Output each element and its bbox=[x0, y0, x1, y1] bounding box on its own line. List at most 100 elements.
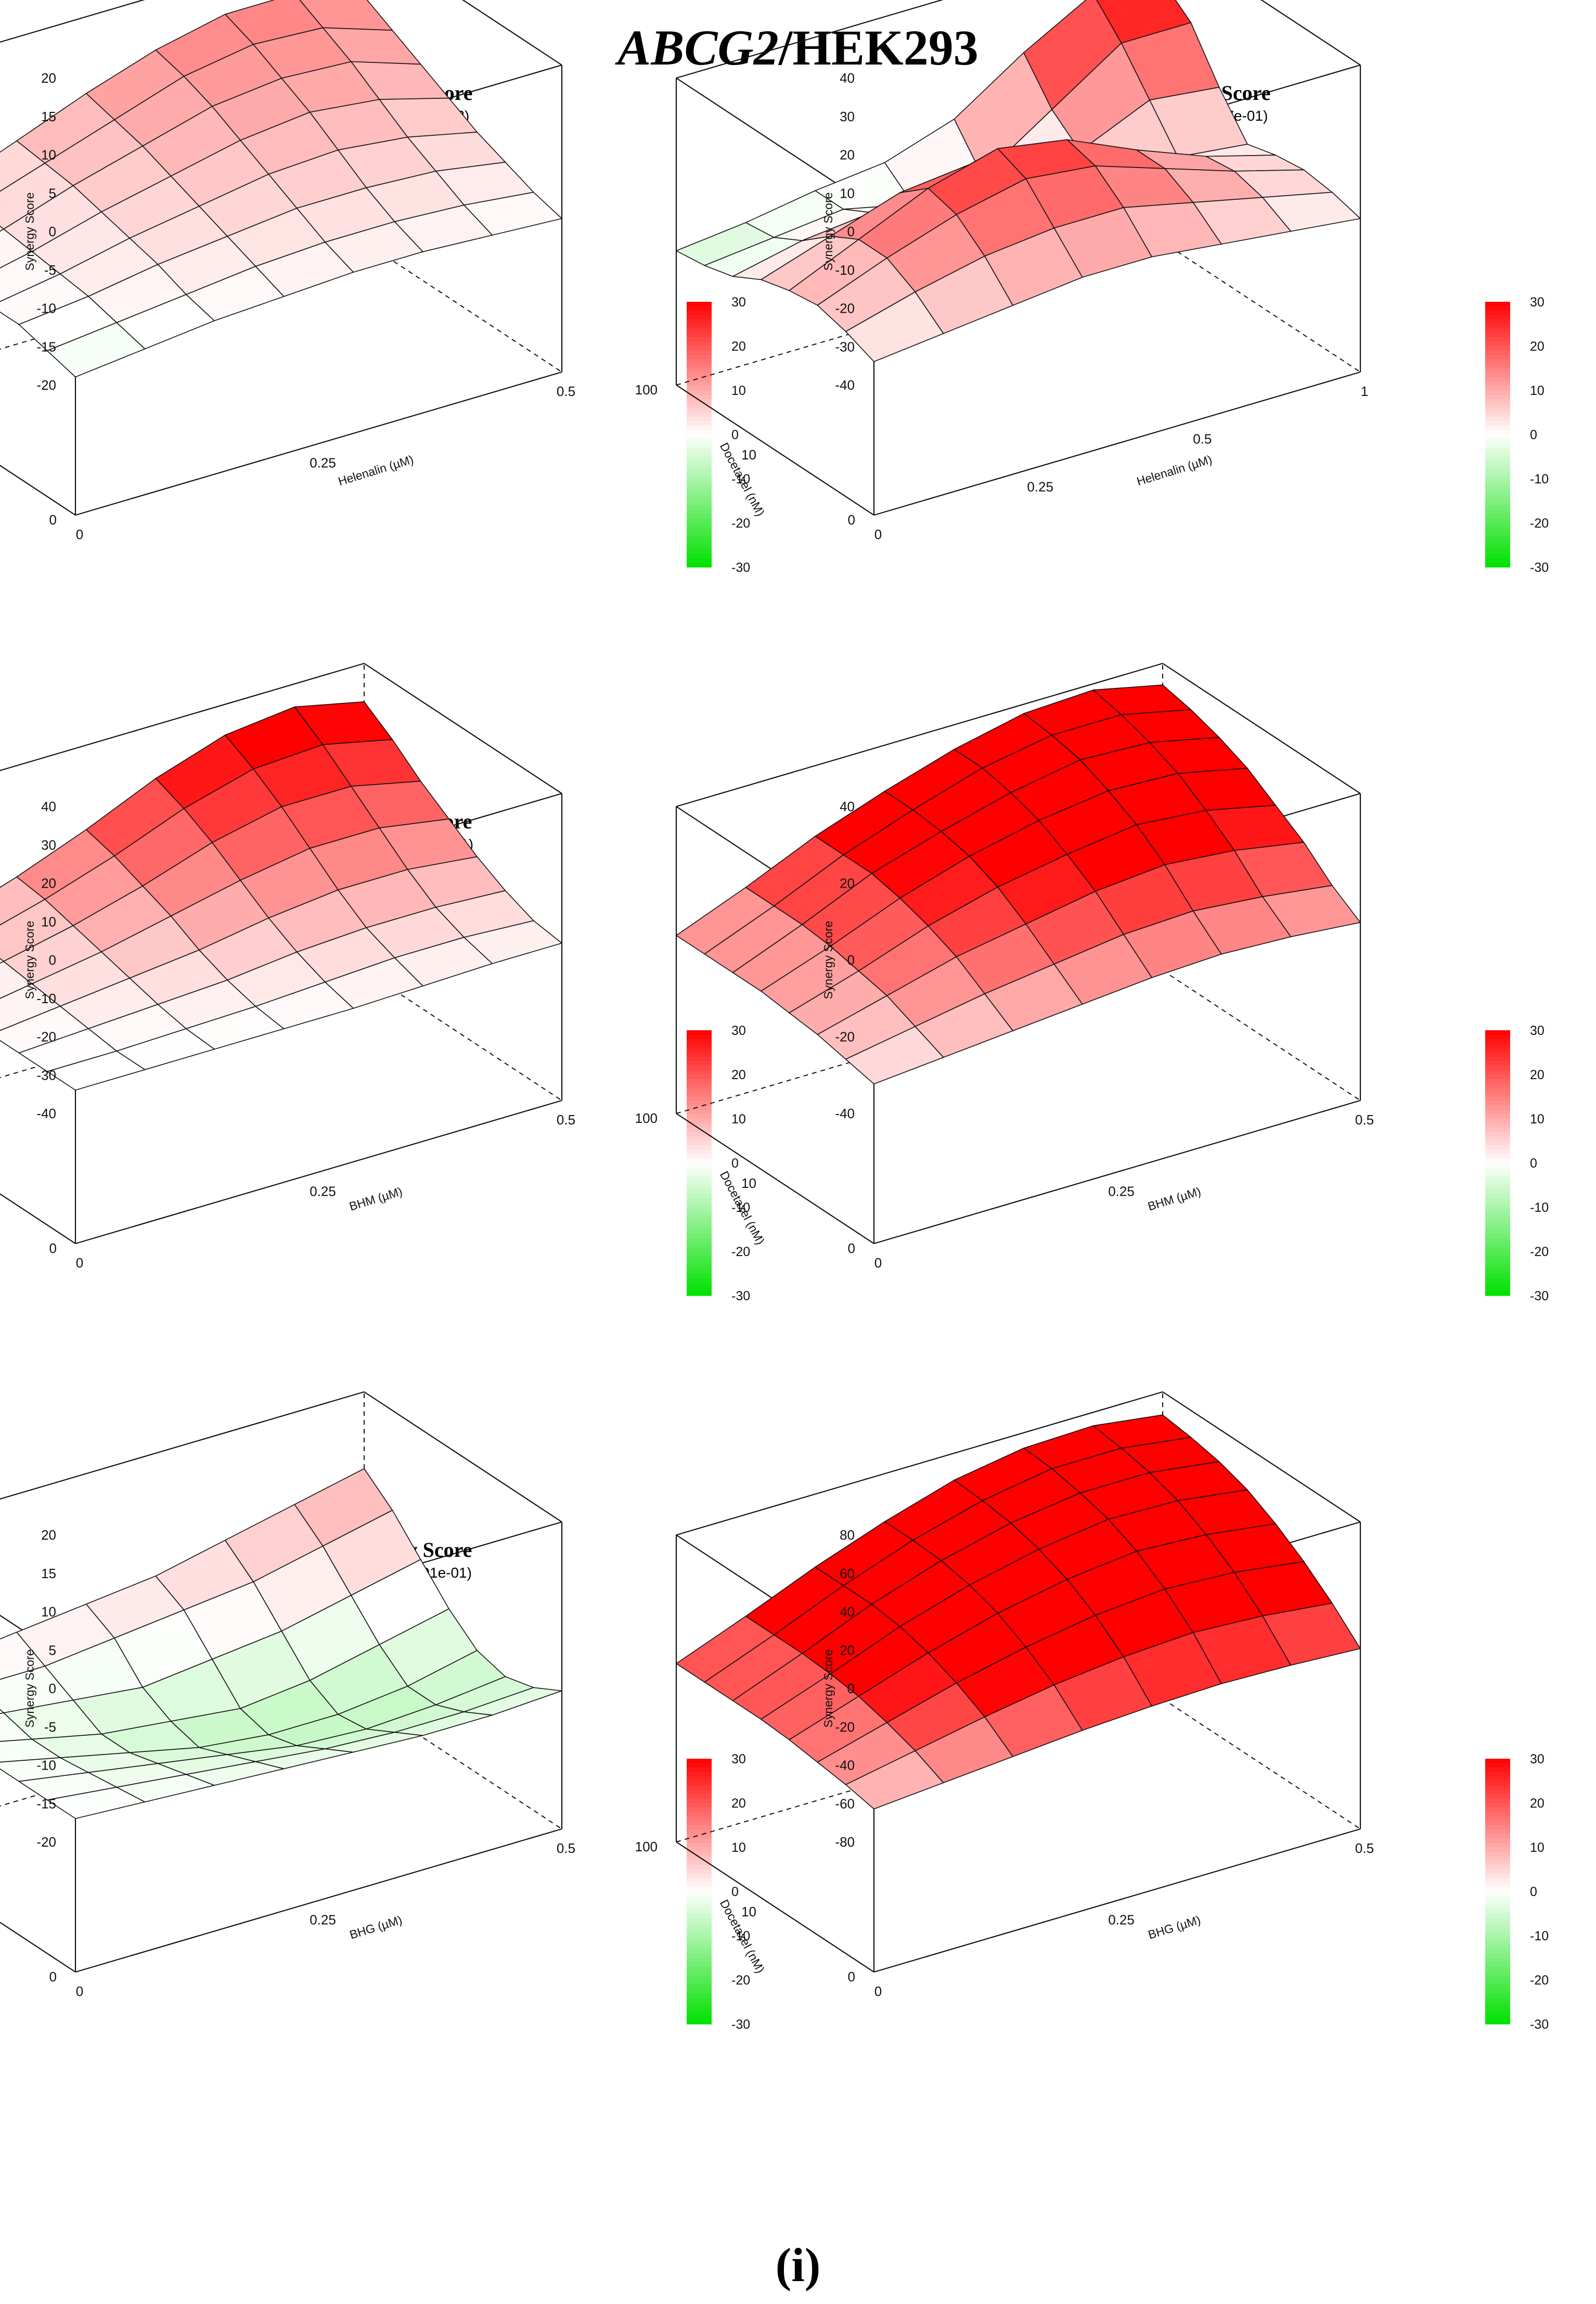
legend-swatch bbox=[1485, 403, 1510, 408]
box-edge bbox=[0, 1193, 76, 1244]
legend-tick-label: 30 bbox=[1530, 1752, 1544, 1767]
legend-swatch bbox=[1485, 1918, 1510, 1923]
legend-swatch bbox=[1485, 434, 1510, 440]
legend-swatch bbox=[687, 399, 712, 404]
legend-swatch bbox=[1485, 1070, 1510, 1075]
legend-swatch bbox=[1485, 390, 1510, 395]
legend-swatch bbox=[1485, 386, 1510, 391]
synergy-surface bbox=[676, 0, 1361, 362]
z-axis-label: Synergy Score bbox=[821, 921, 835, 1000]
legend-swatch bbox=[1485, 1896, 1510, 1901]
legend-swatch bbox=[687, 1247, 712, 1252]
legend-swatch bbox=[687, 1957, 712, 1963]
surface-cell-r0-c6 bbox=[1262, 885, 1361, 938]
legend-swatch bbox=[1485, 1225, 1510, 1230]
legend-swatch bbox=[687, 1998, 712, 2003]
legend-swatch bbox=[1485, 1891, 1510, 1897]
legend-swatch bbox=[687, 341, 712, 347]
legend-swatch bbox=[1485, 341, 1510, 347]
legend-swatch bbox=[687, 1061, 712, 1066]
legend-swatch bbox=[1485, 474, 1510, 479]
legend-swatch bbox=[687, 1264, 712, 1270]
legend-swatch bbox=[687, 1922, 712, 1927]
legend-swatch bbox=[687, 1101, 712, 1106]
legend-tick-label: 20 bbox=[1530, 1068, 1544, 1082]
legend-swatch bbox=[687, 1821, 712, 1826]
z-tick-label: 0 bbox=[49, 952, 56, 968]
legend-swatch bbox=[687, 1896, 712, 1901]
legend-swatch bbox=[687, 1900, 712, 1905]
legend-swatch bbox=[687, 536, 712, 541]
legend-swatch bbox=[687, 350, 712, 355]
legend-swatch bbox=[1485, 1194, 1510, 1199]
legend-swatch bbox=[687, 315, 712, 320]
legend-swatch bbox=[687, 359, 712, 364]
legend-swatch bbox=[687, 1202, 712, 1208]
legend-swatch bbox=[1485, 2011, 1510, 2016]
y-tick-label: 0 bbox=[848, 1240, 855, 1256]
legend-swatch bbox=[687, 1842, 712, 1848]
legend-swatch bbox=[1485, 496, 1510, 502]
legend-tick-label: 30 bbox=[731, 1023, 746, 1038]
box-edge bbox=[1260, 0, 1361, 66]
legend-swatch bbox=[687, 2011, 712, 2016]
box-edge bbox=[0, 1391, 365, 1500]
z-tick-label: 10 bbox=[41, 147, 56, 163]
legend-swatch bbox=[1485, 1181, 1510, 1186]
color-legend: 30 20 10 0 -10 -20 -30 bbox=[1485, 295, 1549, 575]
legend-swatch bbox=[687, 386, 712, 391]
synergy-surface bbox=[676, 1414, 1361, 1810]
legend-tick-label: 20 bbox=[731, 339, 746, 354]
legend-swatch bbox=[687, 1096, 712, 1102]
legend-swatch bbox=[687, 1154, 712, 1159]
x-tick-label: 0 bbox=[874, 1983, 882, 1999]
legend-swatch bbox=[687, 501, 712, 506]
legend-swatch bbox=[1485, 1141, 1510, 1146]
legend-swatch bbox=[1485, 1838, 1510, 1844]
legend-swatch bbox=[687, 403, 712, 408]
legend-swatch bbox=[1485, 1957, 1510, 1963]
legend-swatch bbox=[687, 355, 712, 360]
legend-swatch bbox=[1485, 1909, 1510, 1914]
legend-swatch bbox=[1485, 1110, 1510, 1115]
synergy-surface bbox=[0, 1468, 562, 1819]
synergy-plot-5: HSA Synergy ScoreMean: -1.37 (p = 6.91e-… bbox=[0, 1391, 750, 2032]
legend-swatch bbox=[1485, 1251, 1510, 1257]
x-tick-label: 0 bbox=[76, 1255, 83, 1271]
z-tick-label: -10 bbox=[36, 1758, 56, 1773]
legend-swatch bbox=[687, 1141, 712, 1146]
legend-swatch bbox=[687, 434, 712, 440]
legend-swatch bbox=[1485, 509, 1510, 515]
legend-tick-label: -20 bbox=[1530, 1245, 1549, 1259]
legend-swatch bbox=[1485, 1927, 1510, 1932]
box-edge bbox=[873, 1099, 1361, 1245]
z-axis-label: Synergy Score bbox=[23, 1649, 36, 1728]
y-tick-label: 0 bbox=[848, 1969, 855, 1985]
box-edge bbox=[364, 663, 562, 794]
legend-swatch bbox=[687, 518, 712, 523]
legend-swatch bbox=[1485, 350, 1510, 355]
legend-swatch bbox=[1485, 1083, 1510, 1089]
legend-swatch bbox=[687, 1812, 712, 1817]
z-axis-label: Synergy Score bbox=[23, 921, 36, 1000]
legend-swatch bbox=[687, 1772, 712, 1777]
legend-swatch bbox=[687, 1181, 712, 1186]
x-tick-label: 0 bbox=[76, 1983, 83, 1999]
legend-swatch bbox=[687, 1759, 712, 1764]
legend-swatch bbox=[1485, 479, 1510, 484]
z-tick-label: -40 bbox=[835, 377, 855, 393]
z-tick-label: -40 bbox=[835, 1758, 855, 1773]
legend-swatch bbox=[687, 1198, 712, 1204]
z-tick-label: -20 bbox=[835, 1029, 855, 1045]
legend-swatch bbox=[687, 1158, 712, 1163]
legend-swatch bbox=[1485, 1812, 1510, 1817]
legend-swatch bbox=[1485, 1105, 1510, 1110]
legend-swatch bbox=[1485, 1821, 1510, 1826]
legend-swatch bbox=[687, 558, 712, 564]
box-edge bbox=[0, 662, 365, 772]
legend-swatch bbox=[687, 1128, 712, 1133]
legend-swatch bbox=[1485, 2002, 1510, 2007]
legend-swatch bbox=[1485, 1039, 1510, 1044]
y-tick-label: 0 bbox=[848, 512, 855, 528]
z-tick-label: 0 bbox=[49, 224, 56, 239]
